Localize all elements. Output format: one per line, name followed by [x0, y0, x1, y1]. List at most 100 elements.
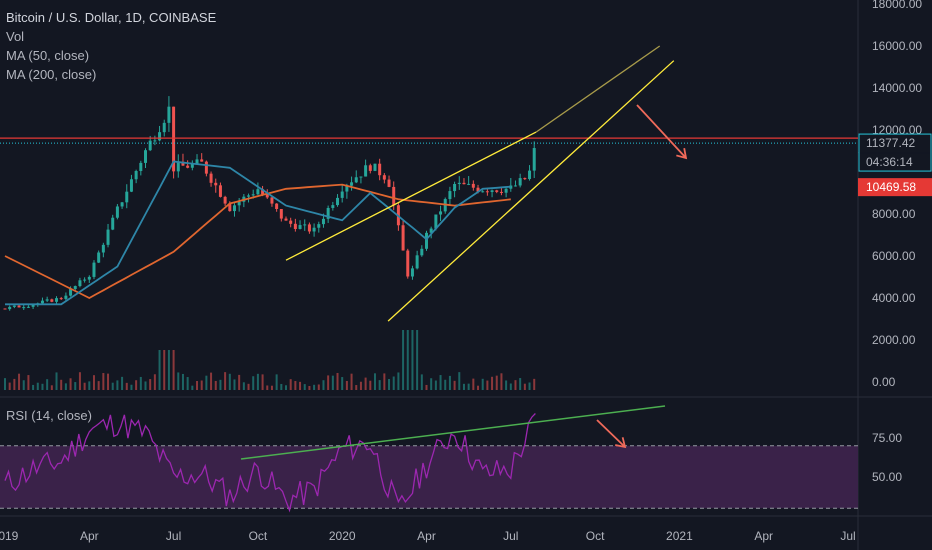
candle-body [172, 106, 176, 172]
candle-body [111, 217, 115, 230]
candle-body [158, 132, 162, 141]
candle-body [144, 150, 147, 163]
volume-bar [444, 379, 447, 390]
volume-bar [345, 380, 348, 390]
rsi-trend-line [240, 405, 666, 460]
volume-bar [285, 385, 287, 390]
rsi-band [0, 445, 858, 509]
volume-bar [359, 381, 362, 390]
volume-bar [509, 383, 512, 390]
volume-bar [121, 376, 124, 390]
candle-body [340, 191, 344, 198]
volume-bar [495, 375, 498, 390]
candle-body [83, 279, 87, 281]
volume-bar [528, 382, 531, 390]
volume-bar [500, 373, 503, 390]
volume-bar [78, 372, 81, 390]
volume-bar [481, 378, 484, 390]
candle-body [345, 185, 349, 192]
candle-body [373, 163, 377, 171]
volume-bar [228, 373, 231, 390]
candle-body [513, 185, 517, 187]
volume-bar [350, 373, 353, 390]
volume-bar [416, 330, 419, 390]
candle-body [392, 186, 396, 206]
candle-body [420, 248, 424, 256]
candle-body [181, 161, 185, 166]
candle-body [162, 122, 166, 133]
volume-bar [205, 375, 208, 390]
volume-bar [364, 377, 367, 390]
rsi-legend: RSI (14, close) [6, 408, 92, 423]
candle-body [410, 268, 414, 277]
volume-bar [200, 380, 203, 390]
wedge-lower-line [387, 60, 675, 322]
svg-text:04:36:14: 04:36:14 [866, 155, 913, 169]
candle-body [139, 162, 143, 171]
volume-bar [406, 330, 409, 390]
candle-body [204, 161, 208, 174]
candle-body [22, 307, 26, 309]
candle-body [190, 163, 194, 168]
volume-bar [317, 384, 320, 390]
candle-body [476, 187, 480, 192]
volume-bar [453, 380, 456, 390]
time-tick-label: Apr [80, 529, 99, 543]
volume-bar [331, 375, 334, 390]
volume-bar [308, 385, 311, 390]
candle-body [232, 205, 236, 212]
volume-bar [256, 373, 259, 390]
time-tick-label: Apr [754, 529, 773, 543]
volume-bar [167, 350, 170, 390]
volume-bar [397, 372, 400, 390]
time-tick-label: Apr [417, 529, 436, 543]
volume-bar [18, 373, 21, 390]
volume-bar [519, 378, 522, 390]
volume-bar [196, 380, 199, 390]
candle-body [284, 218, 288, 221]
candle-body [523, 178, 527, 180]
candle-body [485, 191, 489, 193]
volume-bar [491, 376, 494, 390]
volume-bar [64, 383, 67, 390]
volume-bars [4, 330, 536, 390]
volume-bar [224, 372, 227, 390]
candle-body [50, 299, 54, 302]
candle-body [176, 161, 180, 172]
rsi-tick-label: 75.00 [872, 431, 902, 445]
candle-body [8, 306, 12, 310]
volume-bar [163, 350, 166, 390]
volume-bar [355, 385, 358, 390]
volume-bar [373, 373, 376, 390]
volume-bar [46, 379, 49, 390]
volume-bar [341, 377, 344, 390]
candle-body [495, 190, 499, 192]
candle-body [462, 182, 466, 185]
volume-bar [458, 372, 461, 390]
volume-bar [439, 375, 442, 390]
candle-body [247, 195, 251, 197]
candle-body [223, 196, 227, 204]
volume-bar [280, 383, 283, 390]
volume-bar [392, 376, 395, 390]
price-tick-label: 2000.00 [872, 333, 916, 347]
last-price-tag-border [858, 133, 932, 172]
candle-body [69, 288, 73, 296]
volume-bar [116, 380, 119, 390]
candle-body [289, 220, 293, 224]
volume-bar [514, 380, 517, 390]
volume-bar [313, 384, 316, 390]
candle-body [364, 165, 368, 177]
volume-bar [369, 380, 372, 390]
candle-body [415, 255, 419, 269]
candle-body [406, 250, 410, 277]
candle-body [45, 299, 49, 301]
candle-body [17, 305, 21, 308]
time-tick-label: 2019 [0, 529, 19, 543]
candle-body [167, 106, 171, 123]
volume-bar [8, 382, 11, 390]
volume-bar [60, 379, 63, 390]
price-tick-label: 0.00 [872, 375, 896, 389]
candle-body [87, 276, 91, 280]
